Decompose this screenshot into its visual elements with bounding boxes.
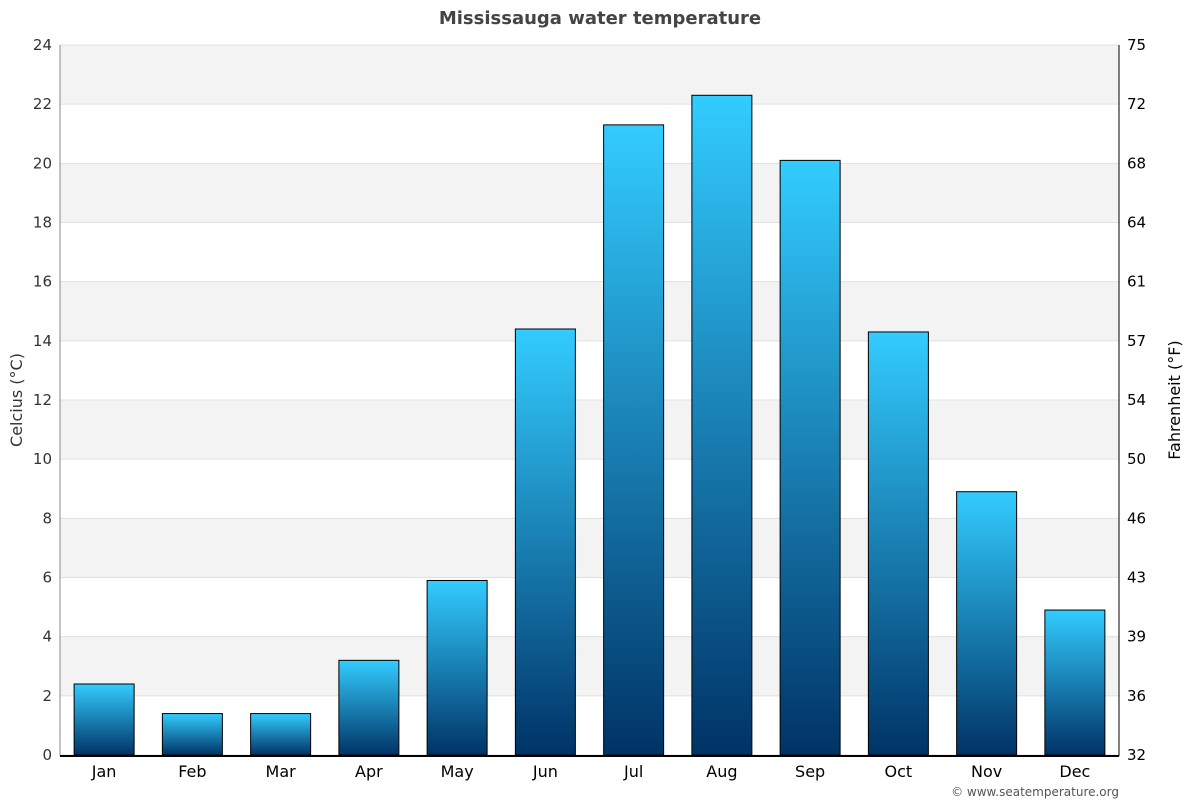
bar-jun bbox=[514, 328, 576, 756]
y2-tick-label: 36 bbox=[1127, 687, 1146, 705]
y-tick-label: 14 bbox=[33, 332, 52, 350]
y2-tick-label: 50 bbox=[1127, 450, 1146, 468]
y2-tick-label: 68 bbox=[1127, 154, 1146, 172]
y2-tick-label: 57 bbox=[1127, 332, 1146, 350]
y2-tick-label: 46 bbox=[1127, 509, 1146, 527]
x-tick-label: Feb bbox=[178, 762, 206, 781]
y-tick-label: 18 bbox=[33, 214, 52, 232]
grid-band bbox=[60, 518, 1119, 578]
bar-oct bbox=[867, 331, 929, 756]
y-tick-label: 12 bbox=[33, 391, 52, 409]
y2-tick-label: 64 bbox=[1127, 214, 1146, 232]
y-tick-label: 20 bbox=[33, 154, 52, 172]
bar-sep bbox=[779, 159, 841, 756]
bar-jul bbox=[603, 124, 665, 756]
y-tick-label: 0 bbox=[42, 746, 52, 764]
footer-credit: © www.seatemperature.org bbox=[951, 785, 1119, 799]
y2-tick-label: 39 bbox=[1127, 628, 1146, 646]
x-tick-label: Nov bbox=[971, 762, 1002, 781]
x-tick-label: Jun bbox=[532, 762, 558, 781]
y-tick-label: 4 bbox=[42, 628, 52, 646]
y2-tick-label: 75 bbox=[1127, 36, 1146, 54]
chart-title: Mississauga water temperature bbox=[439, 8, 761, 29]
y-tick-label: 6 bbox=[42, 569, 52, 587]
grid-band bbox=[60, 400, 1119, 460]
y2-tick-label: 54 bbox=[1127, 391, 1146, 409]
y-tick-label: 10 bbox=[33, 450, 52, 468]
y-tick-label: 8 bbox=[42, 509, 52, 527]
y2-tick-label: 72 bbox=[1127, 95, 1146, 113]
bar-jan bbox=[73, 683, 135, 756]
x-tick-label: Aug bbox=[706, 762, 737, 781]
bar-aug bbox=[691, 94, 753, 756]
x-tick-label: Jan bbox=[91, 762, 117, 781]
grid-band bbox=[60, 45, 1119, 105]
y-tick-label: 22 bbox=[33, 95, 52, 113]
y-tick-label: 2 bbox=[42, 687, 52, 705]
y-tick-label: 24 bbox=[33, 36, 52, 54]
x-tick-label: Sep bbox=[795, 762, 825, 781]
x-tick-label: Jul bbox=[623, 762, 643, 781]
bar-dec bbox=[1044, 609, 1106, 756]
y2-axis-label: Fahrenheit (°F) bbox=[1165, 340, 1184, 459]
bar-apr bbox=[338, 659, 400, 756]
grid-band bbox=[60, 281, 1119, 341]
bar-mar bbox=[250, 713, 312, 756]
x-tick-label: Oct bbox=[885, 762, 913, 781]
x-tick-label: Mar bbox=[266, 762, 297, 781]
x-tick-label: May bbox=[441, 762, 474, 781]
y2-tick-label: 61 bbox=[1127, 273, 1146, 291]
x-tick-label: Dec bbox=[1059, 762, 1090, 781]
bar-may bbox=[426, 579, 488, 756]
y2-tick-label: 32 bbox=[1127, 746, 1146, 764]
y-axis-label: Celcius (°C) bbox=[7, 353, 26, 447]
bar-nov bbox=[956, 491, 1018, 756]
y2-tick-label: 43 bbox=[1127, 569, 1146, 587]
grid-band bbox=[60, 163, 1119, 223]
grid-band bbox=[60, 636, 1119, 696]
bar-feb bbox=[161, 713, 223, 756]
x-tick-label: Apr bbox=[355, 762, 383, 781]
y-tick-label: 16 bbox=[33, 273, 52, 291]
